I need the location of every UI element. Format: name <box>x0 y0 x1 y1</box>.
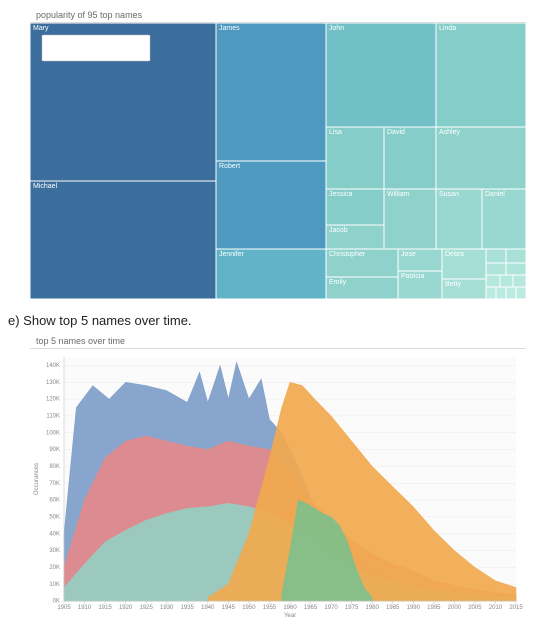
svg-text:James: James <box>219 25 240 32</box>
area-chart-section: top 5 names over time 0K 10K 20K 30K 40K 50K 6… <box>30 334 526 625</box>
svg-text:1920: 1920 <box>119 605 133 611</box>
svg-text:1915: 1915 <box>98 605 112 611</box>
svg-text:1950: 1950 <box>242 605 256 611</box>
svg-text:100K: 100K <box>46 430 60 436</box>
svg-text:1990: 1990 <box>407 605 421 611</box>
treemap-section: popularity of 95 top names Mary Michael Ja… <box>30 8 526 299</box>
svg-text:Top Name:: Top Name: <box>48 38 82 45</box>
svg-text:30K: 30K <box>49 548 60 554</box>
svg-text:1980: 1980 <box>366 605 380 611</box>
svg-text:120K: 120K <box>46 397 60 403</box>
svg-text:Ashley: Ashley <box>439 129 461 136</box>
svg-text:Year: Year <box>284 613 296 619</box>
treemap-chart[interactable]: Mary Michael James Robert Jennifer John Lisa Da… <box>30 22 526 299</box>
svg-text:2000: 2000 <box>448 605 462 611</box>
svg-text:1925: 1925 <box>140 605 154 611</box>
svg-text:Lisa: Lisa <box>329 129 342 136</box>
svg-text:1905: 1905 <box>57 605 71 611</box>
svg-text:Daniel: Daniel <box>485 191 505 198</box>
svg-text:1985: 1985 <box>386 605 400 611</box>
svg-text:Debra: Debra <box>445 251 464 258</box>
svg-text:130K: 130K <box>46 380 60 386</box>
svg-text:1910: 1910 <box>78 605 92 611</box>
svg-text:80K: 80K <box>49 464 60 470</box>
svg-text:1935: 1935 <box>181 605 195 611</box>
svg-text:140K: 140K <box>46 363 60 369</box>
svg-text:William: William <box>387 191 410 198</box>
svg-text:Jose: Jose <box>401 251 416 258</box>
svg-text:1965: 1965 <box>304 605 318 611</box>
svg-text:Susan: Susan <box>439 191 459 198</box>
svg-text:Jessica: Jessica <box>329 191 352 198</box>
svg-text:Michael: Michael <box>33 183 58 190</box>
svg-text:Mary: Mary <box>33 25 49 32</box>
svg-text:1940: 1940 <box>201 605 215 611</box>
svg-text:1945: 1945 <box>222 605 236 611</box>
svg-text:60K: 60K <box>49 498 60 504</box>
area-chart[interactable]: 0K 10K 20K 30K 40K 50K 60K 70K 80K 90K 100K 110K 120… <box>30 348 526 625</box>
svg-text:110K: 110K <box>46 413 60 419</box>
svg-text:Betty: Betty <box>445 281 461 288</box>
svg-text:1995: 1995 <box>427 605 441 611</box>
svg-text:Occurances:: Occurances: <box>48 48 87 55</box>
svg-text:40K: 40K <box>49 531 60 537</box>
svg-text:Emily: Emily <box>329 279 347 286</box>
treemap-title: popularity of 95 top names <box>36 10 526 20</box>
svg-text:Linda: Linda <box>439 25 456 32</box>
svg-text:1930: 1930 <box>160 605 174 611</box>
svg-text:Robert: Robert <box>219 163 240 170</box>
svg-text:Patricia: Patricia <box>401 273 424 280</box>
svg-text:1970: 1970 <box>324 605 338 611</box>
svg-text:20K: 20K <box>49 565 60 571</box>
section-e-label: e) Show top 5 names over time. <box>8 313 526 328</box>
svg-text:Jennifer: Jennifer <box>219 251 245 258</box>
svg-text:John: John <box>329 25 344 32</box>
svg-text:1960: 1960 <box>283 605 297 611</box>
svg-text:70K: 70K <box>49 481 60 487</box>
svg-text:David: David <box>387 129 405 136</box>
svg-text:2,510,013: 2,510,013 <box>98 48 129 55</box>
svg-text:1975: 1975 <box>345 605 359 611</box>
svg-text:Jacob: Jacob <box>329 227 348 234</box>
svg-text:90K: 90K <box>49 447 60 453</box>
svg-text:2005: 2005 <box>468 605 482 611</box>
svg-text:2010: 2010 <box>489 605 503 611</box>
svg-text:0K: 0K <box>53 599 60 605</box>
svg-text:Mary: Mary <box>98 38 114 45</box>
svg-text:Occurances: Occurances <box>34 463 40 495</box>
svg-text:2015: 2015 <box>509 605 523 611</box>
area-chart-title: top 5 names over time <box>36 336 526 346</box>
svg-text:1955: 1955 <box>263 605 277 611</box>
svg-text:Christopher: Christopher <box>329 251 366 258</box>
svg-text:50K: 50K <box>49 514 60 520</box>
svg-text:10K: 10K <box>49 582 60 588</box>
